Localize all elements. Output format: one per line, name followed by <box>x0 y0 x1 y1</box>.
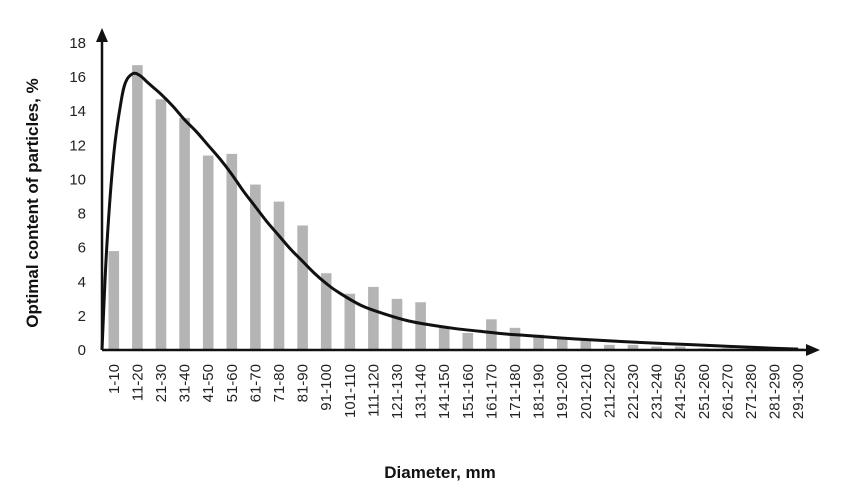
x-tick-label: 291-300 <box>790 364 807 419</box>
y-tick-label: 2 <box>78 308 86 325</box>
x-tick-label: 171-180 <box>507 364 524 419</box>
x-tick-label: 211-220 <box>601 364 618 418</box>
y-tick-label: 4 <box>78 274 86 291</box>
x-tick-label: 91-100 <box>318 364 335 411</box>
x-tick-label: 241-250 <box>672 364 689 419</box>
bar-1-10 <box>108 251 120 350</box>
x-tick-label: 181-190 <box>531 364 548 419</box>
bar-131-140 <box>415 302 426 350</box>
bar-171-180 <box>509 327 521 350</box>
bar-211-220 <box>604 344 615 350</box>
y-axis-arrow-icon <box>96 28 108 42</box>
x-tick-label: 11-20 <box>129 364 146 401</box>
y-axis-title: Optimal content of particles, % <box>23 78 42 327</box>
x-tick-label: 191-200 <box>554 364 571 419</box>
x-tick-label: 151-160 <box>460 364 477 419</box>
bar-41-50 <box>202 155 214 350</box>
y-tick-label: 14 <box>69 103 86 120</box>
y-tick-label: 6 <box>78 240 86 257</box>
bar-231-240 <box>651 346 662 350</box>
x-tick-label: 21-30 <box>153 364 170 402</box>
y-tick-label: 18 <box>69 35 86 52</box>
x-tick-label: 51-60 <box>224 364 241 402</box>
x-tick-label: 101-110 <box>342 364 359 418</box>
bar-101-110 <box>344 293 356 350</box>
x-tick-label: 141-150 <box>436 364 453 419</box>
bar-21-30 <box>155 99 167 350</box>
bar-201-210 <box>580 339 592 350</box>
bar-111-120 <box>368 286 379 350</box>
axes <box>96 28 820 356</box>
x-axis-title: Diameter, mm <box>384 463 496 482</box>
x-tick-label: 1-10 <box>106 364 123 394</box>
y-tick-label: 0 <box>78 342 86 359</box>
x-tick-label: 231-240 <box>649 364 666 419</box>
x-tick-label: 31-40 <box>177 364 194 402</box>
x-tick-label: 221-230 <box>625 364 642 419</box>
x-tick-label: 251-260 <box>696 364 713 419</box>
x-tick-label: 261-270 <box>719 364 736 419</box>
x-tick-label: 281-290 <box>767 364 784 419</box>
bar-series <box>108 65 804 351</box>
bar-121-130 <box>391 298 403 350</box>
x-axis-arrow-icon <box>806 344 820 356</box>
x-tick-label: 131-140 <box>413 364 430 419</box>
bar-151-160 <box>462 332 474 350</box>
x-tick-label: 71-80 <box>271 364 288 402</box>
x-tick-label: 81-90 <box>295 364 312 402</box>
bar-181-190 <box>533 334 544 350</box>
y-tick-label: 16 <box>69 69 86 86</box>
x-tick-label: 271-280 <box>743 364 760 419</box>
y-tick-labels: 0 2 4 6 8 10 12 14 16 18 <box>69 35 86 359</box>
y-tick-label: 12 <box>69 137 86 154</box>
distribution-curve <box>100 71 799 351</box>
bar-31-40 <box>179 118 190 350</box>
x-tick-labels: 1-10 11-20 21-30 31-40 41-50 51-60 61-70 71-80 8… <box>106 364 807 419</box>
x-tick-label: 201-210 <box>578 364 595 419</box>
bar-81-90 <box>297 225 308 350</box>
bar-71-80 <box>273 201 285 350</box>
bar-191-200 <box>556 338 568 350</box>
bar-51-60 <box>226 153 238 350</box>
bar-11-20 <box>132 65 143 351</box>
bar-91-100 <box>320 273 332 350</box>
bar-241-250 <box>674 346 686 350</box>
x-tick-label: 121-130 <box>389 364 406 419</box>
bar-141-150 <box>438 327 450 350</box>
y-tick-label: 8 <box>78 206 86 223</box>
bar-221-230 <box>627 344 639 350</box>
x-tick-label: 41-50 <box>200 364 217 402</box>
x-tick-label: 111-120 <box>365 364 382 417</box>
bar-61-70 <box>250 184 261 350</box>
y-tick-label: 10 <box>69 171 86 188</box>
x-tick-label: 161-170 <box>483 364 500 419</box>
x-tick-label: 61-70 <box>247 364 264 402</box>
bar-161-170 <box>486 319 497 350</box>
